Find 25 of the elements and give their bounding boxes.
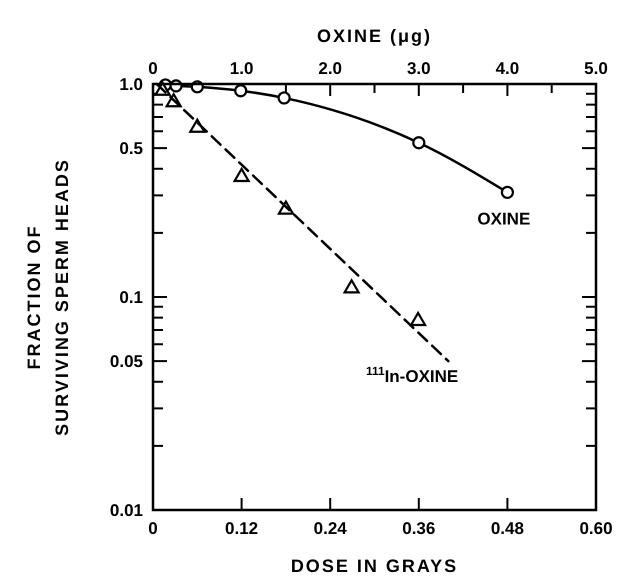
point xyxy=(410,312,426,326)
x2-tick-label: 3.0 xyxy=(406,59,431,78)
point xyxy=(344,279,360,294)
x-tick-label: 0.12 xyxy=(225,519,258,538)
x2-axis-title: OXINE (μg) xyxy=(316,26,432,46)
x2-tick-label: 0 xyxy=(148,59,158,78)
x-tick-label: 0.60 xyxy=(579,519,613,538)
y-tick-label: 0.1 xyxy=(119,288,143,307)
x-tick-label: 0.36 xyxy=(402,519,436,538)
y-tick-label: 0.01 xyxy=(110,500,143,520)
x-tick-label: 0 xyxy=(148,519,158,538)
y-axis-title: FRACTION OF SURVIVING SPERM HEADS xyxy=(24,158,72,436)
x-axis-title: DOSE IN GRAYS xyxy=(290,556,458,576)
y-tick-label: 0.5 xyxy=(119,139,143,158)
point xyxy=(234,168,250,182)
x2-tick-label: 5.0 xyxy=(584,59,608,78)
x-tick-label: 0.24 xyxy=(314,519,348,538)
x-tick-label: 0.48 xyxy=(490,519,524,538)
y-tick-label: 1.0 xyxy=(119,74,143,94)
x2-tick-label: 4.0 xyxy=(496,59,520,78)
y-tick-label: 0.05 xyxy=(110,352,143,372)
text: $^{111}$In-OXINE xyxy=(366,364,458,386)
x2-tick-label: 2.0 xyxy=(318,59,342,78)
series-label: OXINE xyxy=(477,209,530,228)
x2-tick-label: 1.0 xyxy=(230,59,254,78)
